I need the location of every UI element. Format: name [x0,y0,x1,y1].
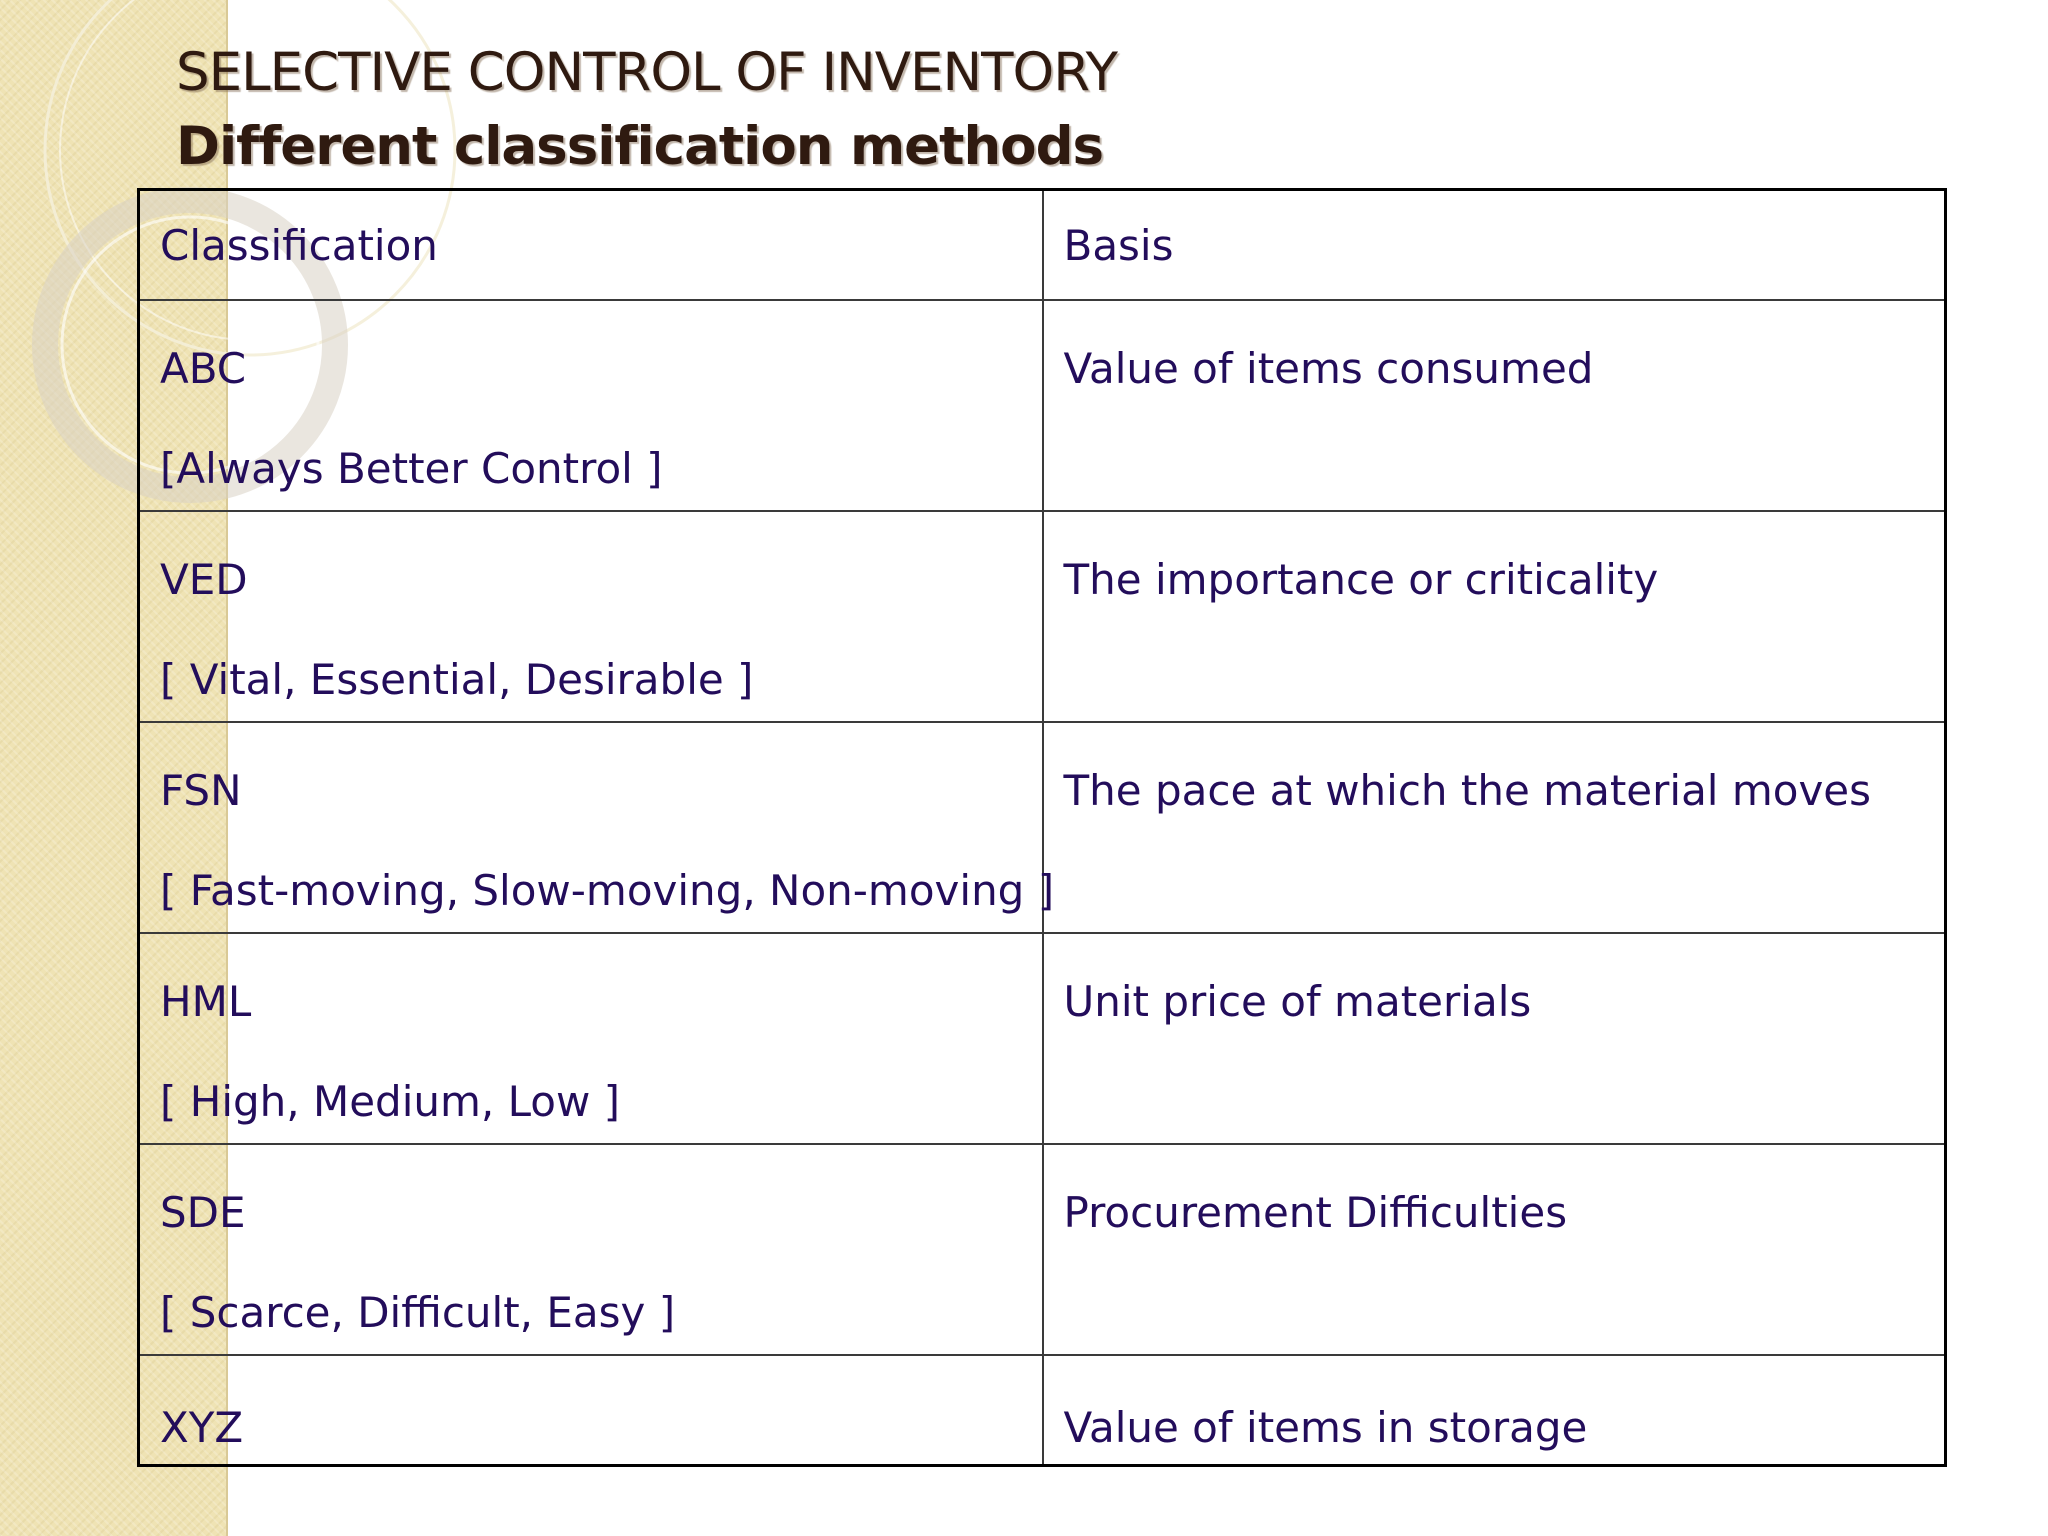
classification-cell: VED [ Vital, Essential, Desirable ] [137,510,1044,723]
basis-text: Unit price of materials [1063,977,1532,1026]
classification-methods-table: Classification Basis ABC [Always Better … [137,188,1947,1467]
header-classification: Classification [137,188,1044,301]
classification-code: VED [160,555,248,604]
basis-text: Procurement Difficulties [1063,1188,1568,1237]
classification-expansion: [ Fast-moving, Slow-moving, Non-moving ] [160,866,1055,915]
classification-code: ABC [160,344,247,393]
classification-cell: ABC [Always Better Control ] [137,299,1044,512]
basis-cell: Value of items in storage [1041,1354,1947,1467]
basis-cell: Procurement Difficulties [1041,1143,1947,1356]
classification-expansion: [ Scarce, Difficult, Easy ] [160,1288,676,1337]
basis-text: Value of items in storage [1063,1403,1588,1452]
table-row: VED [ Vital, Essential, Desirable ] The … [137,510,1947,723]
basis-cell: Unit price of materials [1041,932,1947,1145]
basis-cell: The pace at which the material moves [1041,721,1947,934]
table-header-row: Classification Basis [137,188,1947,301]
classification-code: XYZ [160,1403,244,1452]
classification-code: SDE [160,1188,246,1237]
table-row: HML [ High, Medium, Low ] Unit price of … [137,932,1947,1145]
slide-title-subtitle: Different classification methods [176,116,1104,177]
table-row: XYZ Value of items in storage [137,1354,1947,1467]
classification-expansion: [Always Better Control ] [160,444,663,493]
classification-code: HML [160,977,252,1026]
classification-cell: FSN [ Fast-moving, Slow-moving, Non-movi… [137,721,1055,934]
classification-expansion: [ Vital, Essential, Desirable ] [160,655,754,704]
classification-expansion: [ High, Medium, Low ] [160,1077,621,1126]
classification-code: FSN [160,766,242,815]
basis-cell: Value of items consumed [1041,299,1947,512]
table-row: ABC [Always Better Control ] Value of it… [137,299,1947,512]
basis-text: The importance or criticality [1063,555,1659,604]
basis-text: The pace at which the material moves [1063,766,1872,815]
slide-title-main: SELECTIVE CONTROL OF INVENTORY [176,42,1118,103]
table-row: FSN [ Fast-moving, Slow-moving, Non-movi… [137,721,1947,934]
classification-cell: XYZ [137,1354,1044,1467]
header-basis: Basis [1041,188,1947,301]
basis-text: Value of items consumed [1063,344,1594,393]
basis-cell: The importance or criticality [1041,510,1947,723]
classification-cell: SDE [ Scarce, Difficult, Easy ] [137,1143,1044,1356]
classification-cell: HML [ High, Medium, Low ] [137,932,1044,1145]
table-row: SDE [ Scarce, Difficult, Easy ] Procurem… [137,1143,1947,1356]
slide-title: SELECTIVE CONTROL OF INVENTORY Different… [176,36,1118,184]
